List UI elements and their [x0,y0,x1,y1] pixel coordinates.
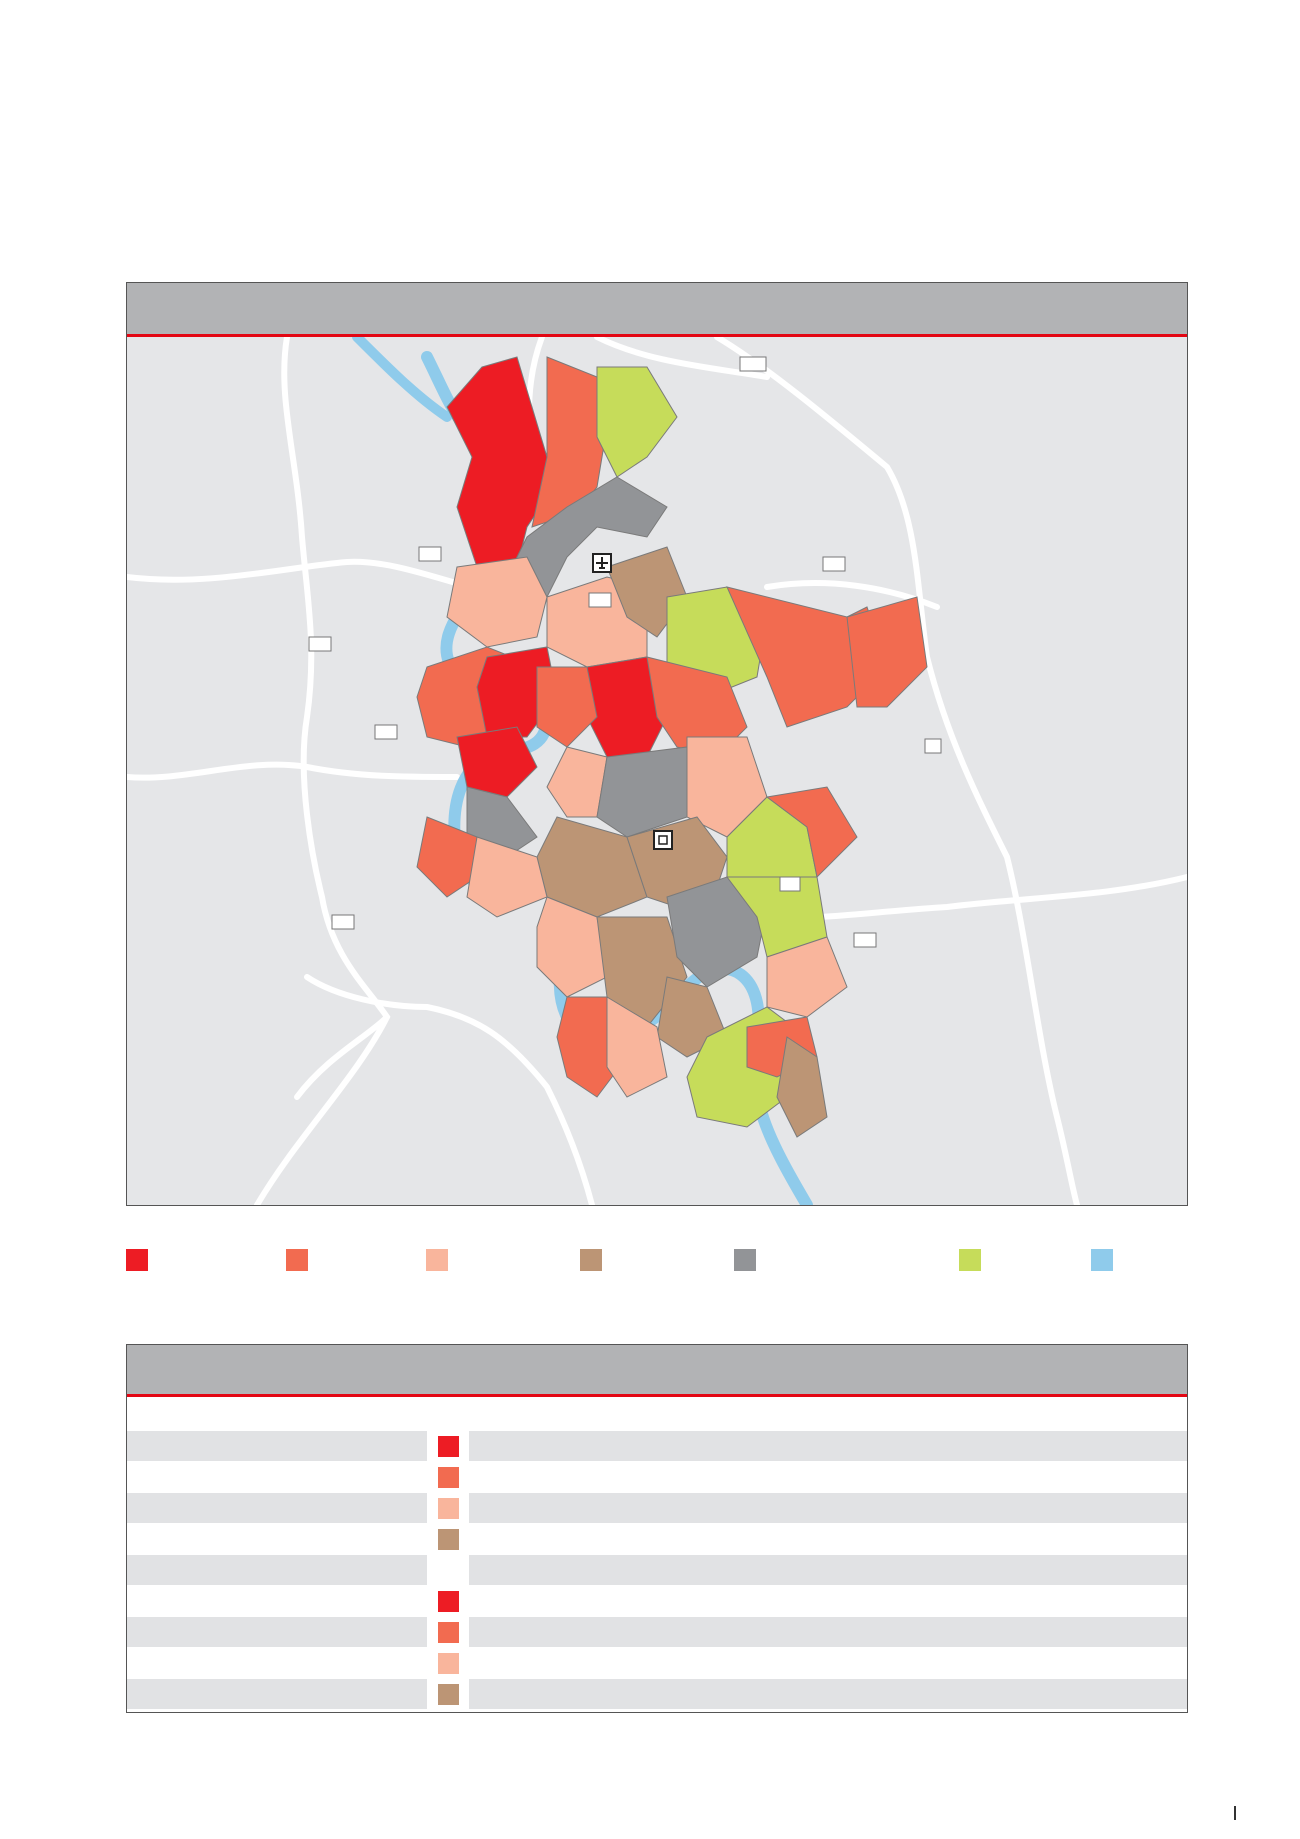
table-row [127,1462,1187,1492]
row-text [469,1555,1187,1585]
row-text [469,1493,1187,1523]
district-table [126,1344,1188,1713]
row-text [469,1586,1187,1616]
table-row [127,1617,1187,1647]
city-map [127,337,1187,1205]
table-row [127,1648,1187,1678]
table-row [127,1679,1187,1709]
road-badges [308,356,942,948]
row-label [127,1524,427,1554]
row-color-cell [427,1397,469,1427]
row-swatch [438,1591,459,1612]
row-text [469,1648,1187,1678]
row-color-cell [427,1462,469,1492]
row-swatch [438,1653,459,1674]
row-label [127,1679,427,1709]
page-number-mark [1234,1806,1236,1820]
table-row [127,1555,1187,1585]
table-header [127,1345,1187,1397]
row-color-cell [427,1679,469,1709]
row-text [469,1431,1187,1461]
legend-swatch [1091,1249,1113,1271]
district-map-panel [126,282,1188,1206]
map-header [127,283,1187,337]
row-label [127,1555,427,1585]
table-row [127,1431,1187,1461]
row-text [469,1679,1187,1709]
map-legend [0,1249,1300,1273]
row-text [469,1397,1187,1427]
legend-swatch [126,1249,148,1271]
row-color-cell [427,1586,469,1616]
row-color-cell [427,1493,469,1523]
legend-swatch [959,1249,981,1271]
row-label [127,1648,427,1678]
legend-swatch [426,1249,448,1271]
table-row [127,1493,1187,1523]
row-swatch [438,1467,459,1488]
legend-swatch [580,1249,602,1271]
row-swatch [438,1529,459,1550]
row-swatch [438,1622,459,1643]
row-label [127,1462,427,1492]
row-swatch [438,1436,459,1457]
row-label [127,1397,427,1427]
row-label [127,1617,427,1647]
row-label [127,1586,427,1616]
row-swatch [438,1498,459,1519]
row-color-cell [427,1617,469,1647]
row-color-cell [427,1431,469,1461]
row-text [469,1462,1187,1492]
row-color-cell [427,1524,469,1554]
row-swatch [438,1684,459,1705]
table-row [127,1397,1187,1427]
row-label [127,1431,427,1461]
airport-icon [592,553,612,573]
row-color-cell [427,1555,469,1585]
row-text [469,1617,1187,1647]
main-station-icon [653,830,673,850]
row-color-cell [427,1648,469,1678]
road-network [127,337,1187,1205]
legend-swatch [734,1249,756,1271]
districts [416,356,928,1138]
row-text [469,1524,1187,1554]
row-label [127,1493,427,1523]
legend-swatch [286,1249,308,1271]
table-row [127,1524,1187,1554]
table-row [127,1586,1187,1616]
